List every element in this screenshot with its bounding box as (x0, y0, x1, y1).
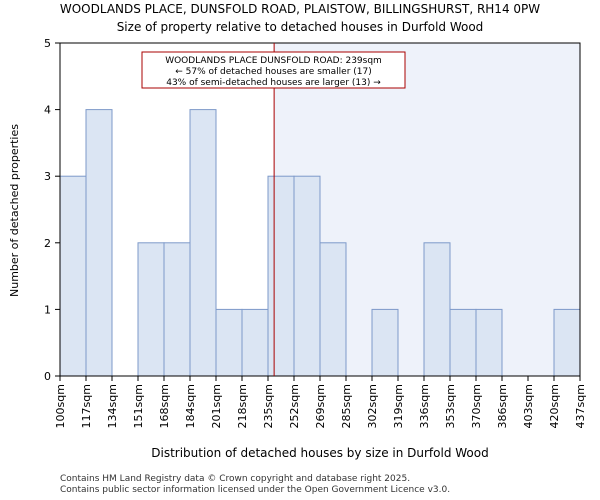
histogram-bar (189, 109, 217, 377)
x-tick-label: 403sqm (522, 384, 535, 428)
x-tick-label: 184sqm (184, 384, 197, 428)
histogram-bar (319, 242, 347, 377)
histogram-bar (163, 242, 191, 377)
x-tick-label: 201sqm (210, 384, 223, 428)
x-tick-label: 386sqm (496, 384, 509, 428)
y-tick-label: 3 (44, 170, 51, 183)
x-tick-label: 100sqm (54, 384, 67, 428)
x-tick-label: 151sqm (132, 384, 145, 428)
y-tick-label: 5 (44, 37, 51, 50)
x-tick-label: 269sqm (314, 384, 327, 428)
x-tick-label: 285sqm (340, 384, 353, 428)
histogram-bar (371, 308, 399, 377)
y-tick-label: 4 (44, 104, 51, 117)
annotation-line: ← 57% of detached houses are smaller (17… (175, 67, 372, 77)
histogram-bar (137, 242, 165, 377)
histogram-bar (553, 308, 581, 377)
histogram-bar (449, 308, 477, 377)
y-tick-label: 0 (44, 370, 51, 383)
footer-copyright: Contains HM Land Registry data © Crown c… (60, 474, 411, 484)
y-tick-label: 1 (44, 303, 51, 316)
x-tick-label: 370sqm (470, 384, 483, 428)
annotation-line: 43% of semi-detached houses are larger (… (166, 78, 381, 88)
histogram-bar (475, 308, 503, 377)
x-tick-label: 319sqm (392, 384, 405, 428)
annotation-line: WOODLANDS PLACE DUNSFOLD ROAD: 239sqm (165, 56, 382, 66)
x-tick-label: 336sqm (418, 384, 431, 428)
x-tick-label: 168sqm (158, 384, 171, 428)
histogram-bar (267, 175, 295, 377)
x-tick-label: 353sqm (444, 384, 457, 428)
histogram-bar (293, 175, 321, 377)
x-tick-label: 218sqm (236, 384, 249, 428)
x-axis-label: Distribution of detached houses by size … (151, 446, 488, 460)
histogram-bar (215, 308, 243, 377)
chart-title: WOODLANDS PLACE, DUNSFOLD ROAD, PLAISTOW… (59, 2, 541, 16)
chart-subtitle: Size of property relative to detached ho… (116, 20, 484, 34)
annotation-box (141, 51, 406, 89)
y-tick-label: 2 (44, 237, 51, 250)
x-tick-label: 134sqm (106, 384, 119, 428)
histogram-bar (59, 175, 87, 377)
histogram-bar (85, 109, 113, 377)
x-tick-label: 437sqm (574, 384, 587, 428)
histogram-bar (241, 308, 269, 377)
histogram-bar (423, 242, 451, 377)
y-axis-label: Number of detached properties (8, 123, 21, 297)
x-tick-label: 235sqm (262, 384, 275, 428)
x-tick-label: 252sqm (288, 384, 301, 428)
x-tick-label: 117sqm (80, 384, 93, 428)
x-tick-label: 420sqm (548, 384, 561, 428)
x-tick-label: 302sqm (366, 384, 379, 428)
footer-licence: Contains public sector information licen… (60, 485, 451, 495)
